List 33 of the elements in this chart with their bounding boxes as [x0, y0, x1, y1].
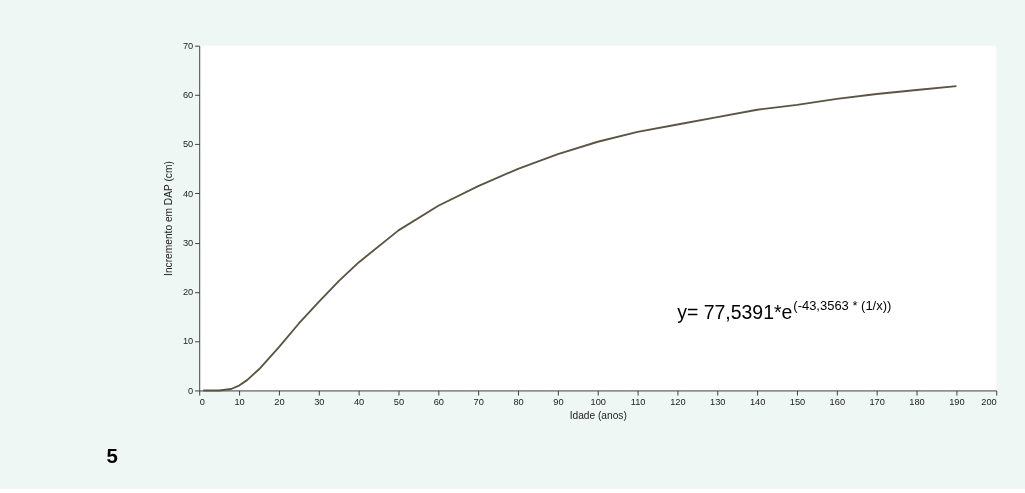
x-tick-label: 130 — [710, 396, 726, 407]
y-tick-label: 40 — [182, 188, 194, 199]
x-tick-label: 160 — [829, 396, 846, 407]
y-tick-label: 10 — [182, 336, 194, 347]
x-tick-label: 170 — [869, 396, 885, 407]
x-tick-label: 0 — [199, 396, 205, 407]
x-axis-title: Idade (anos) — [569, 409, 627, 421]
text: 5 — [106, 444, 118, 467]
y-tick-label: 20 — [182, 287, 194, 298]
x-tick-label: 140 — [749, 396, 766, 407]
y-tick-label: 30 — [182, 237, 194, 248]
x-tick-label: 50 — [393, 396, 405, 407]
y-tick-label: 50 — [182, 139, 194, 150]
x-tick-label: 110 — [630, 396, 646, 407]
x-tick-label: 10 — [234, 396, 245, 407]
x-tick-label: 200 — [981, 396, 997, 407]
x-tick-label: 80 — [513, 396, 524, 407]
y-tick-label: 60 — [182, 90, 194, 101]
y-tick-label: 70 — [182, 40, 194, 51]
x-tick-label: 40 — [353, 396, 365, 407]
x-tick-label: 30 — [314, 396, 325, 407]
line-series — [202, 85, 958, 392]
x-tick-label: 120 — [670, 396, 686, 407]
x-tick-label: 100 — [590, 396, 606, 407]
x-tick-label: 70 — [473, 396, 484, 407]
x-tick-label: 180 — [909, 396, 925, 407]
x-tick-label: 90 — [553, 396, 564, 407]
y-axis-title: Incremento em DAP (cm) — [162, 161, 174, 276]
x-tick-label: 60 — [433, 396, 444, 407]
x-tick-label: 20 — [274, 396, 285, 407]
y-tick-label: 0 — [188, 385, 194, 396]
x-tick-label: 190 — [949, 396, 965, 407]
x-tick-label: 150 — [789, 396, 806, 407]
